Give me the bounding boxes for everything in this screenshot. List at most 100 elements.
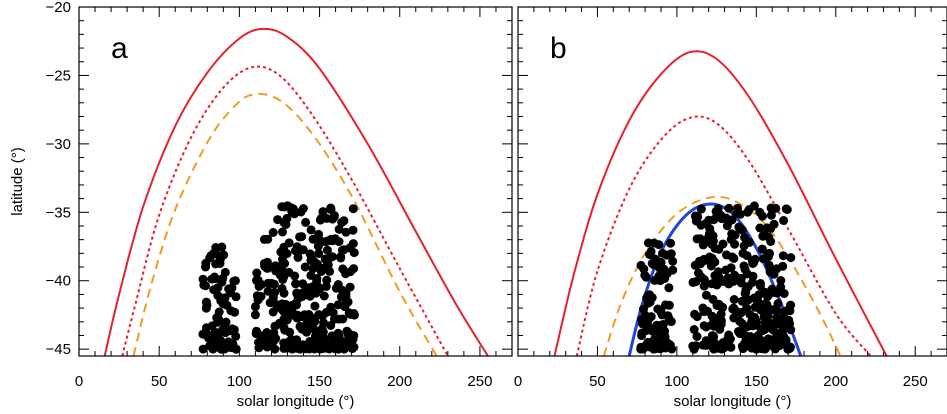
data-point bbox=[284, 311, 293, 320]
data-point bbox=[751, 303, 760, 312]
data-point bbox=[213, 318, 222, 327]
data-point bbox=[205, 341, 214, 350]
x-tick-label: 150 bbox=[744, 373, 769, 390]
data-point bbox=[325, 267, 334, 276]
data-point bbox=[719, 240, 728, 249]
data-point bbox=[322, 276, 331, 285]
data-point bbox=[326, 303, 335, 312]
data-point bbox=[738, 327, 747, 336]
data-point bbox=[323, 246, 332, 255]
data-point bbox=[217, 296, 226, 305]
data-point bbox=[336, 253, 345, 262]
data-point bbox=[310, 302, 319, 311]
data-point bbox=[207, 275, 216, 284]
data-point bbox=[750, 313, 759, 322]
x-axis-label: solar longitude (°) bbox=[674, 393, 792, 410]
data-point bbox=[637, 329, 646, 338]
data-point bbox=[701, 219, 710, 228]
data-point bbox=[665, 314, 674, 323]
data-point bbox=[739, 249, 748, 258]
data-point bbox=[766, 289, 775, 298]
data-point bbox=[206, 251, 215, 260]
data-point bbox=[277, 202, 286, 211]
data-point bbox=[323, 258, 332, 267]
data-point bbox=[760, 325, 769, 334]
data-point bbox=[294, 253, 303, 262]
data-point bbox=[260, 235, 269, 244]
data-point bbox=[217, 243, 226, 252]
data-point bbox=[309, 285, 318, 294]
data-point bbox=[735, 317, 744, 326]
data-point bbox=[334, 345, 343, 354]
data-point bbox=[774, 299, 783, 308]
data-point bbox=[773, 313, 782, 322]
data-point bbox=[201, 259, 210, 268]
data-point bbox=[285, 328, 294, 337]
data-point bbox=[648, 259, 657, 268]
data-point bbox=[278, 261, 287, 270]
data-point bbox=[251, 302, 260, 311]
data-point bbox=[723, 221, 732, 230]
data-point bbox=[783, 205, 792, 214]
data-point bbox=[658, 249, 667, 258]
data-point bbox=[221, 268, 230, 277]
data-point bbox=[262, 328, 271, 337]
data-point bbox=[724, 331, 733, 340]
data-point bbox=[693, 260, 702, 269]
data-point bbox=[304, 310, 313, 319]
data-point bbox=[784, 306, 793, 315]
data-point bbox=[738, 297, 747, 306]
data-point bbox=[334, 329, 343, 338]
data-point bbox=[327, 205, 336, 214]
data-point bbox=[749, 272, 758, 281]
data-point bbox=[708, 254, 717, 263]
x-axis-label: solar longitude (°) bbox=[237, 393, 355, 410]
data-point bbox=[201, 281, 210, 290]
data-point bbox=[296, 345, 305, 354]
data-point bbox=[267, 279, 276, 288]
data-point bbox=[328, 215, 337, 224]
data-point bbox=[758, 232, 767, 241]
data-point bbox=[751, 255, 760, 264]
panel-letter: a bbox=[111, 32, 128, 65]
data-point bbox=[349, 204, 358, 213]
data-point bbox=[278, 247, 287, 256]
data-point bbox=[198, 330, 207, 339]
data-point bbox=[301, 218, 310, 227]
data-point bbox=[715, 325, 724, 334]
data-point bbox=[647, 247, 656, 256]
y-tick-label: −30 bbox=[46, 136, 71, 153]
data-point bbox=[741, 288, 750, 297]
data-point bbox=[308, 322, 317, 331]
data-point bbox=[767, 211, 776, 220]
data-point bbox=[301, 288, 310, 297]
data-point bbox=[776, 283, 785, 292]
data-point bbox=[726, 343, 735, 352]
y-tick-label: −45 bbox=[46, 341, 71, 358]
data-point bbox=[710, 271, 719, 280]
data-point bbox=[691, 277, 700, 286]
data-point bbox=[325, 345, 334, 354]
data-point bbox=[758, 212, 767, 221]
data-point bbox=[717, 310, 726, 319]
data-point bbox=[779, 216, 788, 225]
y-tick-label: −25 bbox=[46, 67, 71, 84]
data-point bbox=[779, 251, 788, 260]
data-point bbox=[699, 240, 708, 249]
data-point bbox=[664, 283, 673, 292]
data-point bbox=[290, 272, 299, 281]
data-point bbox=[782, 316, 791, 325]
data-point bbox=[709, 295, 718, 304]
data-point bbox=[732, 209, 741, 218]
data-point bbox=[307, 225, 316, 234]
data-point bbox=[690, 310, 699, 319]
data-point bbox=[339, 337, 348, 346]
x-tick-label: 0 bbox=[514, 373, 522, 390]
data-point bbox=[691, 212, 700, 221]
data-point bbox=[745, 238, 754, 247]
y-tick-label: −20 bbox=[46, 0, 71, 16]
data-point bbox=[644, 238, 653, 247]
data-point bbox=[657, 321, 666, 330]
x-tick-label: 50 bbox=[151, 373, 168, 390]
x-tick-label: 250 bbox=[903, 373, 928, 390]
